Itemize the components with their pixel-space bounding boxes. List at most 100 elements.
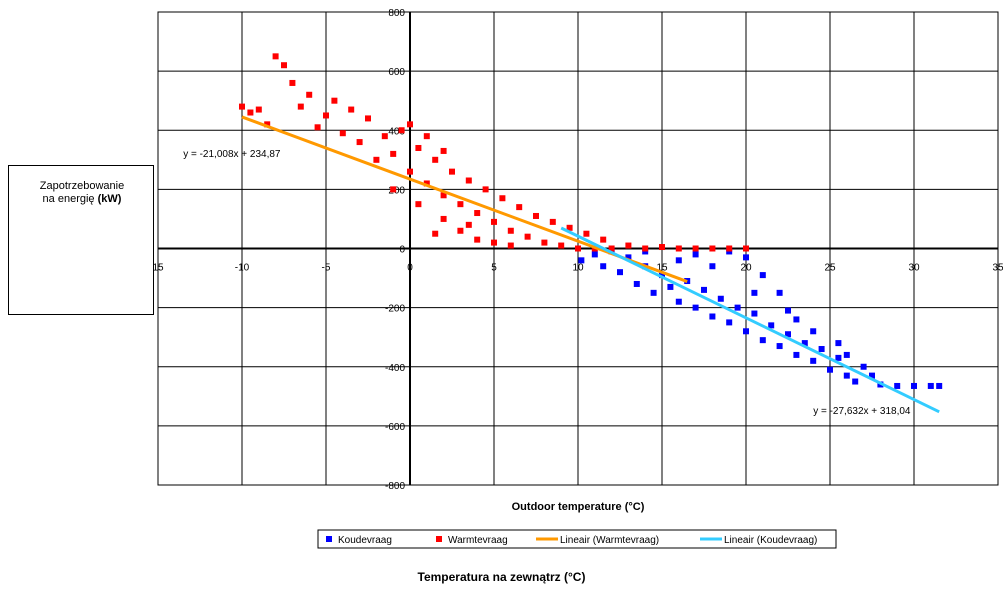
data-point	[407, 168, 413, 175]
y-tick-label: 200	[388, 185, 405, 196]
data-point	[281, 62, 287, 69]
data-point	[491, 218, 497, 225]
data-point	[801, 340, 808, 347]
data-point	[289, 79, 296, 86]
data-point	[600, 263, 607, 270]
y-tick-label: 600	[388, 67, 405, 78]
data-point	[457, 201, 464, 208]
data-point	[524, 233, 531, 240]
data-point	[776, 289, 783, 296]
data-point	[558, 242, 565, 249]
data-point	[583, 230, 590, 237]
data-point	[936, 382, 943, 389]
data-point	[743, 245, 749, 252]
data-point	[381, 133, 388, 140]
data-point	[465, 177, 472, 184]
data-point	[810, 357, 817, 364]
data-point	[507, 227, 514, 234]
y-tick-label: 800	[388, 8, 405, 19]
data-point	[692, 245, 699, 252]
data-point	[785, 307, 791, 314]
y-axis-label: Zapotrzebowanie na energię (kW)	[9, 180, 155, 206]
y-tick-label: 400	[388, 126, 405, 137]
data-point	[642, 245, 649, 252]
x-tick-label: 15	[656, 263, 668, 274]
data-point	[323, 112, 329, 119]
x-tick-label: 10	[572, 263, 584, 274]
data-point	[709, 263, 716, 270]
data-point	[516, 204, 523, 211]
x-axis-label: Outdoor temperature (°C)	[512, 501, 645, 513]
data-point	[432, 230, 439, 237]
data-point	[482, 186, 489, 193]
data-point	[617, 269, 623, 276]
data-point	[709, 245, 716, 252]
legend-frame	[317, 529, 837, 549]
data-point	[701, 286, 707, 293]
trendlines	[241, 115, 940, 414]
legend-label: Koudevraag	[338, 535, 392, 546]
data-point	[625, 242, 632, 249]
data-point	[659, 272, 665, 279]
data-point	[440, 215, 447, 222]
data-point	[407, 121, 413, 128]
data-point	[507, 242, 514, 249]
data-point	[818, 346, 825, 353]
data-point	[575, 245, 581, 252]
data-point	[751, 289, 758, 296]
data-point	[339, 130, 346, 137]
data-point	[768, 322, 775, 329]
data-point	[759, 337, 766, 344]
data-point	[432, 156, 439, 163]
data-point	[869, 372, 875, 379]
legend-swatch	[436, 536, 442, 542]
y-axis-label-box: Zapotrzebowanie na energię (kW)	[8, 165, 154, 315]
data-point	[759, 272, 766, 279]
x-tick-label: 25	[824, 263, 836, 274]
data-point	[675, 245, 682, 252]
data-point	[894, 382, 901, 389]
data-point	[423, 133, 430, 140]
data-point	[264, 121, 271, 128]
data-point	[255, 106, 262, 113]
data-point	[297, 103, 304, 110]
data-point	[398, 127, 405, 134]
x-tick-label: 15	[152, 263, 164, 274]
data-point	[457, 227, 464, 234]
data-point	[726, 245, 733, 252]
data-point	[566, 224, 573, 231]
data-point	[608, 245, 615, 252]
data-point	[793, 316, 800, 323]
data-point	[465, 221, 472, 228]
data-point	[373, 156, 380, 163]
data-point	[734, 304, 741, 311]
data-point	[541, 239, 548, 246]
data-point	[650, 289, 657, 296]
data-point	[927, 382, 934, 389]
legend-swatch	[326, 536, 332, 542]
data-point	[306, 91, 313, 98]
data-point	[440, 192, 447, 199]
x-tick-label: 35	[992, 263, 1003, 274]
data-point	[600, 236, 607, 243]
data-point	[591, 251, 598, 258]
data-point	[843, 351, 850, 358]
data-point	[440, 147, 447, 154]
caption: Temperatura na zewnątrz (°C)	[417, 570, 586, 584]
warm-trend-equation: y = -21,008x + 234,87	[183, 149, 281, 160]
data-point	[692, 304, 699, 311]
y-tick-label: -600	[385, 422, 405, 433]
data-point	[474, 210, 481, 217]
data-point	[625, 254, 632, 261]
data-point	[911, 382, 917, 389]
data-point	[272, 53, 279, 60]
data-point	[843, 372, 850, 379]
data-point	[717, 295, 724, 302]
data-point	[675, 298, 682, 305]
legend-label: Warmtevraag	[448, 535, 508, 546]
koudevraag-series	[578, 248, 943, 389]
legend-label: Lineair (Warmtevraag)	[560, 535, 659, 546]
data-point	[726, 319, 733, 326]
y-tick-label: -400	[385, 363, 405, 374]
